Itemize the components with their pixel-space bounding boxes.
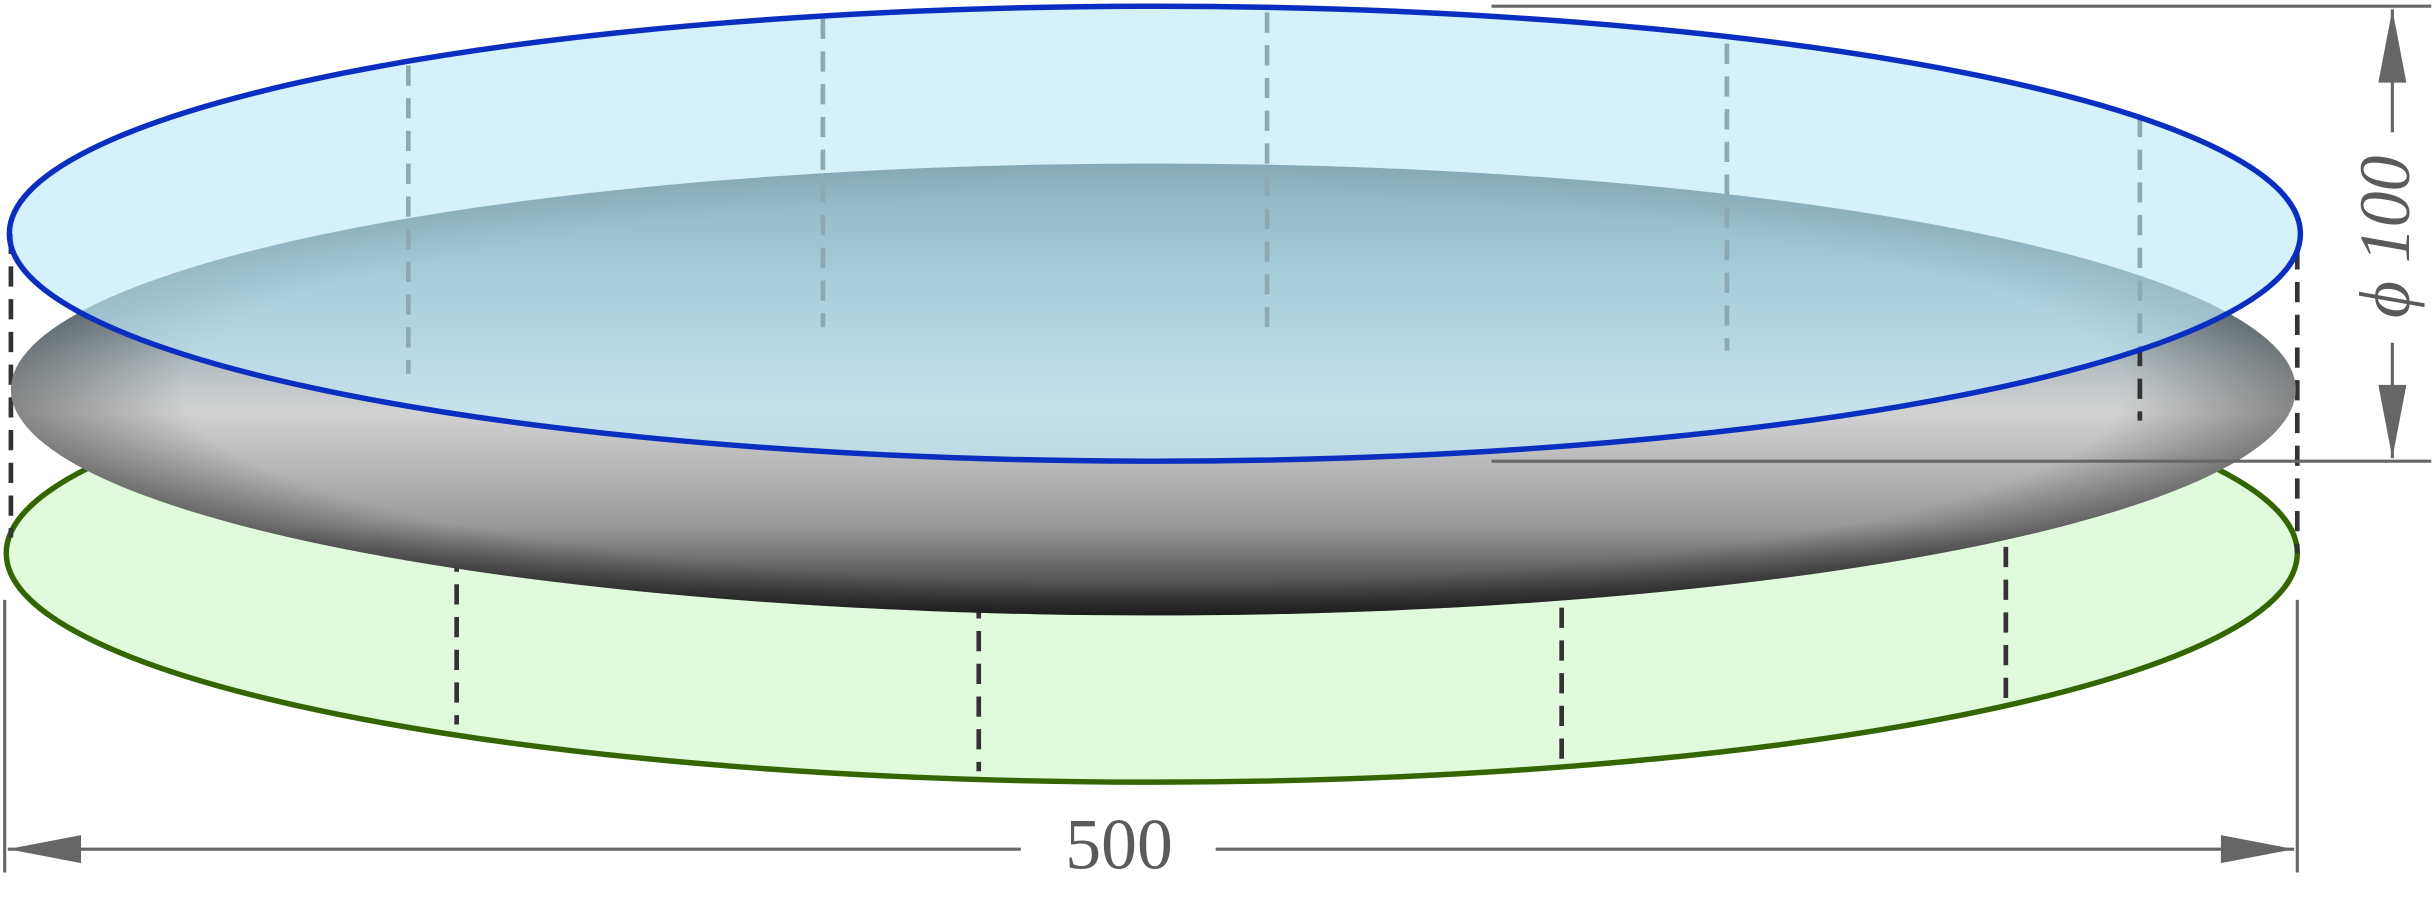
diameter-label: ϕ 100	[2345, 156, 2425, 319]
width-label: 500	[1065, 805, 1173, 885]
diameter-dimension: ϕ 100	[1491, 4, 2432, 463]
top-plane	[6, 3, 2304, 464]
width-dimension: 500	[3, 599, 2299, 885]
